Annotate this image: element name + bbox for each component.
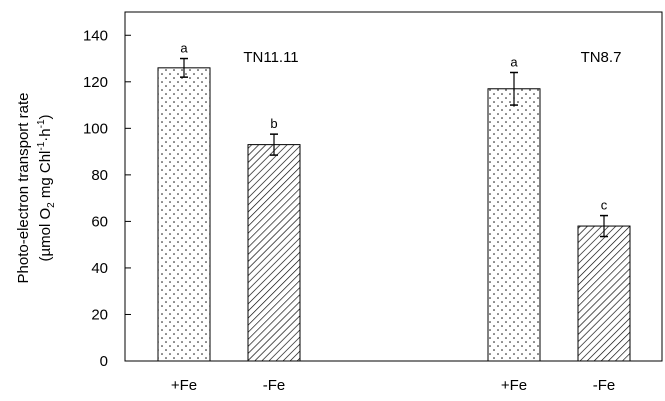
y-tick-label: 40 <box>91 260 108 277</box>
y-tick-label: 140 <box>83 27 108 44</box>
significance-letter: a <box>180 41 188 56</box>
y-tick-label: 60 <box>91 213 108 230</box>
labels: TN11.11 a +Fe b -Fe TN8.7 a +Fe c -Fe <box>171 41 622 394</box>
y-axis-label-line2: (µmol O2 mg Chl-1·h-1) <box>36 114 57 261</box>
bar <box>247 144 301 362</box>
group-label: TN11.11 <box>243 49 298 66</box>
group-label: TN8.7 <box>581 49 622 66</box>
bars <box>157 57 631 362</box>
significance-letter: a <box>510 54 518 69</box>
plot-frame <box>124 11 663 362</box>
significance-letter: b <box>270 116 277 131</box>
y-tick-label: 80 <box>91 167 108 184</box>
x-tick-label: +Fe <box>171 377 197 394</box>
bar <box>577 225 631 362</box>
significance-letter: c <box>601 198 608 213</box>
y-axis: 0 20 40 60 80 100 120 140 <box>83 27 131 370</box>
x-tick-label: -Fe <box>593 377 616 394</box>
y-axis-label: Photo-electron transport rate (µmol O2 m… <box>15 93 57 284</box>
bar <box>157 67 211 362</box>
y-tick-label: 100 <box>83 120 108 137</box>
y-tick-label: 0 <box>100 353 108 370</box>
y-axis-label-line1: Photo-electron transport rate <box>15 93 32 284</box>
bar <box>487 88 541 362</box>
y-tick-label: 120 <box>83 74 108 91</box>
x-tick-label: -Fe <box>263 377 286 394</box>
x-tick-label: +Fe <box>501 377 527 394</box>
y-tick-label: 20 <box>91 306 108 323</box>
